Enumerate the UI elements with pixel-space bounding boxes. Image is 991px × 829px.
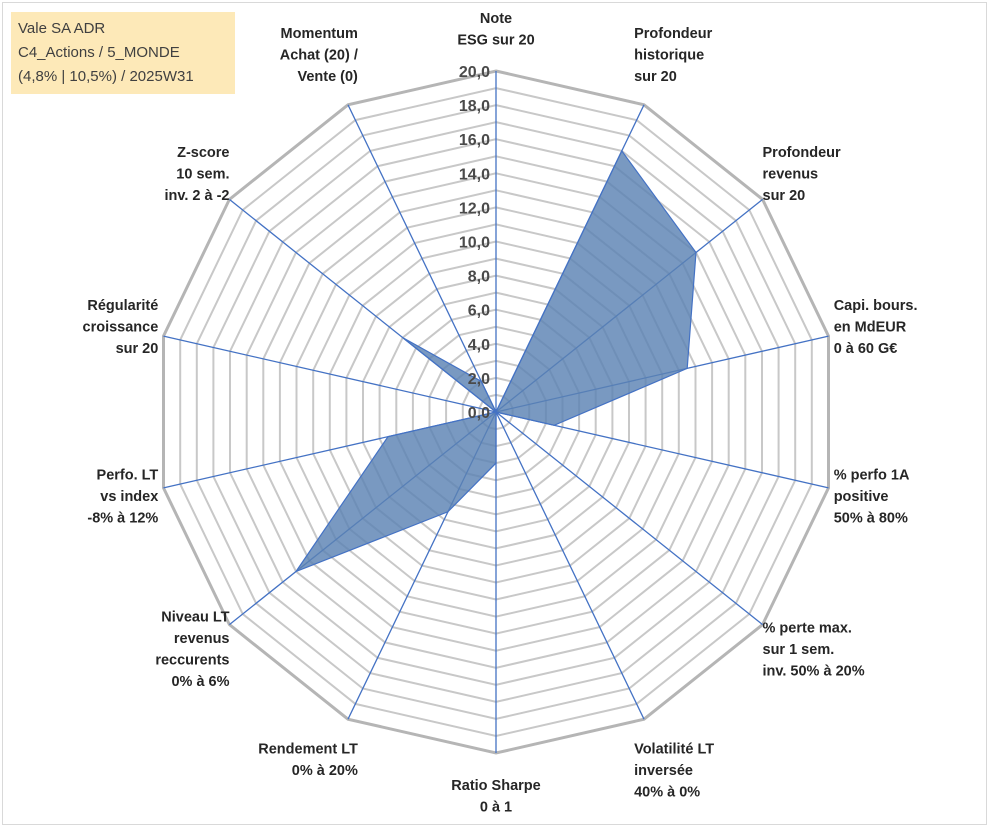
tick-label: 16,0 <box>459 132 490 149</box>
axis-label-line: 0% à 6% <box>171 674 229 690</box>
tick-label: 2,0 <box>468 371 490 388</box>
axis-label: Ratio Sharpe 0 à 1 <box>451 778 540 816</box>
axis-label-line: Achat (20) / <box>280 48 358 64</box>
axis-label-line: 10 sem. <box>176 167 229 183</box>
axis-label-line: croissance <box>83 320 159 336</box>
axis-spoke <box>495 411 645 720</box>
tick-label: 12,0 <box>459 200 490 217</box>
tick-label: 20,0 <box>459 64 490 81</box>
series-area <box>294 149 697 573</box>
axis-label-line: Note <box>480 11 512 27</box>
axis-label-line: sur 20 <box>116 341 159 357</box>
axis-label: % perfo 1A positive 50% à 80% <box>834 468 910 527</box>
chart-title-line2: C4_Actions / 5_MONDE <box>18 44 180 61</box>
axis-label-line: sur 20 <box>634 69 677 85</box>
axis-label-line: Z-score <box>177 145 229 161</box>
axis-label-line: Régularité <box>87 298 158 314</box>
axis-label-line: reccurents <box>155 653 229 669</box>
chart-title-line1: Vale SA ADR <box>18 20 106 37</box>
axis-label: Z-score 10 sem. inv. 2 à -2 <box>164 145 229 204</box>
axis-label: Profondeur revenus sur 20 <box>763 145 841 204</box>
radial-tick-labels: 0,0 2,0 4,0 6,0 8,0 10,0 12,0 14,0 16,0 18,0 20,0 <box>459 64 490 422</box>
axis-label-line: Profondeur <box>763 145 841 161</box>
axis-label-line: Capi. bours. <box>834 298 918 314</box>
axis-label-line: en MdEUR <box>834 320 907 336</box>
axis-label-line: Niveau LT <box>161 610 229 626</box>
axis-label-line: Volatilité LT <box>634 742 714 758</box>
axis-label-line: sur 20 <box>763 188 806 204</box>
axis-label: Capi. bours. en MdEUR 0 à 60 G€ <box>834 298 918 357</box>
axis-spoke <box>347 104 497 413</box>
axis-labels: Note ESG sur 20 Profondeur historique sur 20… <box>83 11 918 816</box>
axis-label: % perte max. sur 1 sem. inv. 50% à 20% <box>763 620 865 679</box>
axis-label: Profondeur historique sur 20 <box>634 26 712 85</box>
radar-series <box>294 149 697 573</box>
axis-label-line: -8% à 12% <box>87 511 158 527</box>
tick-label: 18,0 <box>459 98 490 115</box>
chart-title-box: Vale SA ADR C4_Actions / 5_MONDE (4,8% |… <box>11 12 235 94</box>
axis-label-line: revenus <box>174 631 230 647</box>
axis-label-line: 50% à 80% <box>834 511 908 527</box>
axis-label-line: inv. 2 à -2 <box>164 188 229 204</box>
chart-title-line3: (4,8% | 10,5%) / 2025W31 <box>18 68 194 85</box>
axis-label: Régularité croissance sur 20 <box>83 298 159 357</box>
axis-label-line: sur 1 sem. <box>763 642 835 658</box>
tick-label: 4,0 <box>468 337 490 354</box>
axis-label-line: 0 à 60 G€ <box>834 341 898 357</box>
axis-label: Niveau LT revenus reccurents 0% à 6% <box>155 610 229 691</box>
axis-label-line: % perfo 1A <box>834 468 910 484</box>
tick-label: 6,0 <box>468 303 490 320</box>
tick-label: 10,0 <box>459 235 490 252</box>
axis-label-line: 40% à 0% <box>634 785 700 801</box>
axis-label-line: Momentum <box>281 26 358 42</box>
axis-label-line: Ratio Sharpe <box>451 778 540 794</box>
axis-label: Note ESG sur 20 <box>457 11 534 49</box>
axis-label: Volatilité LT inversée 40% à 0% <box>634 742 714 801</box>
axis-label-line: Profondeur <box>634 26 712 42</box>
axis-label-line: % perte max. <box>763 620 852 636</box>
axis-label-line: 0 à 1 <box>480 800 512 816</box>
axis-label-line: inv. 50% à 20% <box>763 663 865 679</box>
axis-label-line: revenus <box>763 167 819 183</box>
tick-label: 0,0 <box>468 405 490 422</box>
axis-label-line: inversée <box>634 763 693 779</box>
axis-label-line: Perfo. LT <box>97 468 159 484</box>
axis-label-line: ESG sur 20 <box>457 33 534 49</box>
axis-label-line: 0% à 20% <box>292 763 358 779</box>
axis-label: Rendement LT 0% à 20% <box>258 742 358 780</box>
axis-spoke <box>163 335 497 413</box>
axis-label-line: historique <box>634 48 704 64</box>
tick-label: 14,0 <box>459 166 490 183</box>
axis-label-line: positive <box>834 489 889 505</box>
axis-spoke <box>495 411 764 626</box>
axis-label: Perfo. LT vs index -8% à 12% <box>87 468 158 527</box>
axis-label-line: Rendement LT <box>258 742 358 758</box>
axis-label-line: vs index <box>100 489 158 505</box>
axis-label: Momentum Achat (20) / Vente (0) <box>280 26 358 85</box>
tick-label: 8,0 <box>468 269 490 286</box>
axis-label-line: Vente (0) <box>297 69 358 85</box>
